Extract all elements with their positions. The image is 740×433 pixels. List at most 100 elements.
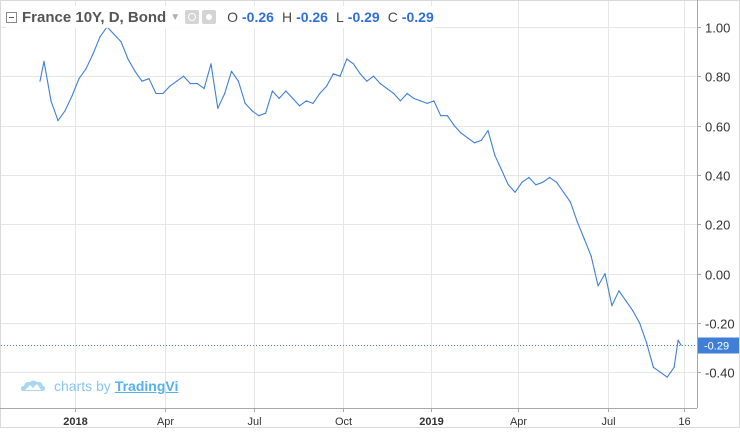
data-point <box>473 142 476 144</box>
data-point <box>312 102 314 104</box>
data-point <box>326 85 328 87</box>
data-point <box>210 63 212 65</box>
symbol-title[interactable]: France 10Y, D, Bond <box>22 8 167 26</box>
data-point <box>271 90 273 92</box>
y-tick-label: 0.60 <box>705 120 730 135</box>
data-point <box>440 115 442 117</box>
data-point <box>99 36 101 38</box>
data-point <box>645 342 648 344</box>
last-price-tag <box>698 337 739 354</box>
data-point <box>251 110 253 112</box>
data-point <box>217 107 219 109</box>
x-tick-label: Jul <box>601 416 615 428</box>
data-point <box>359 73 361 75</box>
data-point <box>413 97 415 99</box>
data-point <box>433 100 435 102</box>
data-point <box>134 70 136 72</box>
data-point <box>562 191 565 193</box>
data-point <box>196 83 198 85</box>
data-point <box>632 310 634 312</box>
data-point <box>521 181 523 183</box>
data-point <box>43 60 45 63</box>
x-tick-label: Oct <box>335 416 352 428</box>
y-tick-label: -0.20 <box>705 317 735 332</box>
y-tick-label: 0.80 <box>705 70 730 85</box>
x-tick-label: Jul <box>247 416 261 428</box>
data-point <box>120 41 122 43</box>
x-tick-label: 2019 <box>419 416 443 428</box>
data-point <box>203 88 205 90</box>
data-point <box>419 100 422 102</box>
data-point <box>373 75 375 77</box>
dropdown-caret-icon[interactable]: ▼ <box>170 11 181 23</box>
last-price-label: -0.29 <box>704 341 729 353</box>
x-tick-label: 2018 <box>63 416 87 428</box>
collapse-icon[interactable] <box>6 11 17 23</box>
data-point <box>57 120 59 122</box>
cloud-logo-icon <box>21 380 46 391</box>
data-point <box>71 95 73 97</box>
data-point <box>494 154 496 156</box>
data-point <box>127 58 129 60</box>
data-point <box>625 300 627 302</box>
data-point <box>346 58 348 60</box>
data-point <box>576 221 578 223</box>
x-tick-label: Apr <box>157 416 174 428</box>
data-point <box>278 97 280 99</box>
y-tick-label: 1.00 <box>705 21 730 36</box>
data-point <box>467 137 469 139</box>
data-point <box>507 184 509 186</box>
ohlc-close-key: C <box>387 9 398 25</box>
data-point <box>162 92 164 95</box>
data-point <box>155 92 157 95</box>
data-point <box>611 305 613 307</box>
data-point <box>386 88 388 90</box>
data-point <box>460 132 462 134</box>
data-point <box>305 100 307 102</box>
data-point <box>542 181 544 183</box>
visibility-icon[interactable] <box>185 10 200 24</box>
data-point <box>169 85 171 87</box>
settings-icon[interactable] <box>202 10 217 24</box>
data-point <box>332 73 334 75</box>
ohlc-low-value: -0.29 <box>347 9 380 25</box>
data-point <box>446 115 448 117</box>
data-point <box>393 92 395 95</box>
data-point <box>604 273 606 275</box>
x-tick-label: 16 <box>678 416 690 428</box>
watermark-brand[interactable]: TradingVi <box>114 378 179 394</box>
data-point <box>230 70 233 72</box>
data-point <box>148 78 150 80</box>
data-point <box>680 344 682 346</box>
data-point <box>352 63 355 65</box>
data-point <box>285 90 287 92</box>
y-tick-label: 0.00 <box>705 268 730 283</box>
data-point <box>590 255 592 257</box>
data-point <box>659 371 661 373</box>
data-point <box>244 102 246 104</box>
data-point <box>501 169 503 171</box>
data-point <box>569 201 572 203</box>
data-point <box>514 191 516 193</box>
data-point <box>224 92 226 95</box>
data-point <box>50 100 52 102</box>
data-point <box>78 78 80 80</box>
data-point <box>39 80 41 82</box>
data-point <box>666 376 668 378</box>
data-point <box>487 129 489 132</box>
data-point <box>379 83 381 85</box>
data-point <box>406 92 408 95</box>
data-point <box>453 125 455 127</box>
data-point <box>673 366 675 368</box>
data-point <box>298 105 301 107</box>
data-point <box>677 339 679 341</box>
data-point <box>189 83 191 85</box>
data-point <box>549 176 551 178</box>
data-point <box>92 53 94 55</box>
tradingview-watermark[interactable]: charts by TradingVi <box>20 378 178 394</box>
data-point <box>85 68 87 70</box>
data-point <box>366 80 368 82</box>
